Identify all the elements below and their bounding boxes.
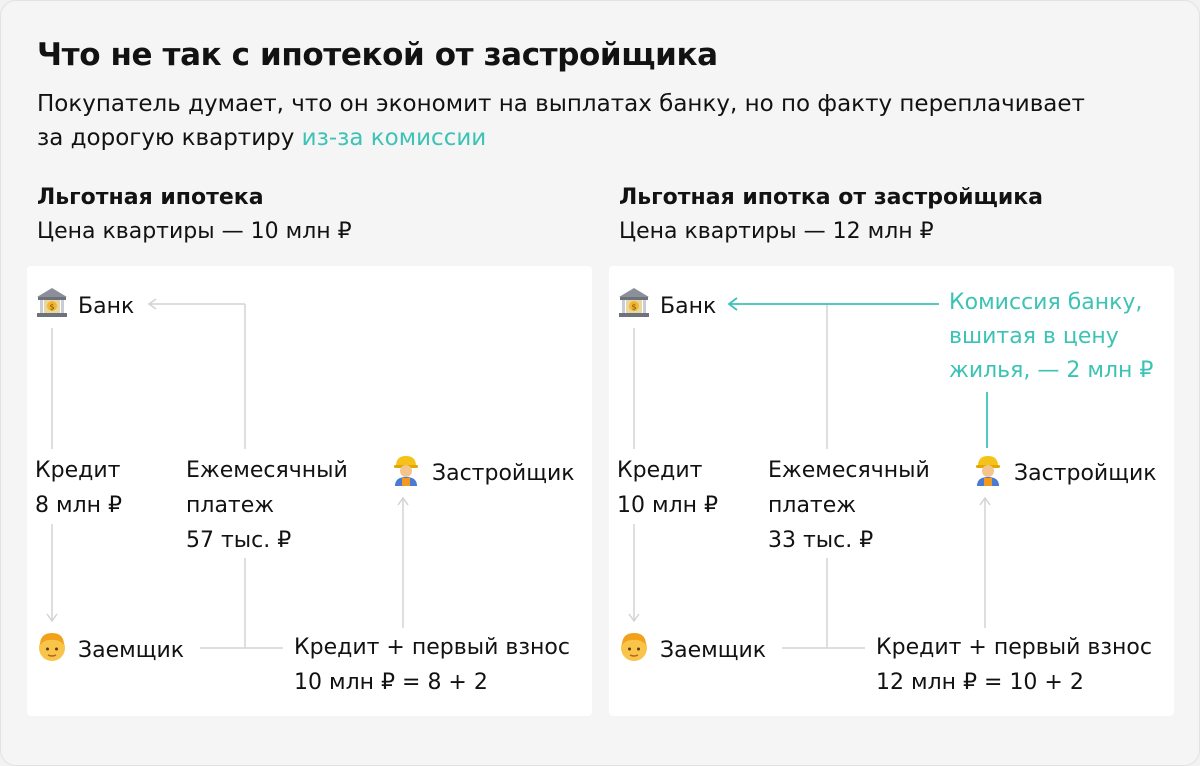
credit-amount: 10 млн ₽ — [617, 493, 719, 518]
borrower-arrowhead — [628, 613, 640, 623]
down-payment-title: Кредит + первый взнос — [294, 635, 570, 660]
credit-amount: 8 млн ₽ — [35, 493, 123, 518]
down-payment-node: Кредит + первый взнос 12 млн ₽ = 10 + 2 — [876, 630, 1152, 700]
left-heading-block: Льготная ипотека Цена квартиры — 10 млн … — [37, 181, 597, 249]
credit-node: Кредит 10 млн ₽ — [617, 453, 718, 523]
down-payment-title: Кредит + первый взнос — [876, 635, 1152, 660]
bank-icon: $ — [35, 286, 69, 320]
developer-label: Застройщик — [1014, 461, 1157, 486]
payment-node: Ежемесячный платеж 57 тыс. ₽ — [186, 453, 348, 558]
svg-text:$: $ — [631, 303, 636, 312]
payment-amount: 57 тыс. ₽ — [186, 528, 292, 553]
down-payment-formula: 10 млн ₽ = 8 + 2 — [294, 670, 488, 695]
bank-icon: $ — [617, 286, 651, 320]
payment-node: Ежемесячный платеж 33 тыс. ₽ — [768, 453, 930, 558]
commission-arrowhead — [727, 297, 738, 311]
left-connectors — [46, 298, 409, 649]
down-payment-node: Кредит + первый взнос 10 млн ₽ = 8 + 2 — [294, 630, 570, 700]
payment-line1: Ежемесячный — [186, 458, 348, 483]
borrower-label: Заемщик — [660, 638, 767, 663]
right-heading: Льготная ипотка от застройщика — [619, 185, 1044, 210]
right-connectors — [628, 297, 991, 649]
credit-title: Кредит — [617, 458, 703, 483]
borrower-node: Заемщик — [617, 630, 766, 668]
developer-node: Застройщик — [971, 453, 1157, 491]
bank-node: $ Банк — [617, 286, 716, 324]
borrower-arrowhead — [46, 613, 58, 623]
developer-arrowhead — [397, 496, 409, 506]
borrower-label: Заемщик — [78, 638, 185, 663]
right-price: Цена квартиры — 12 млн ₽ — [619, 219, 934, 244]
developer-arrowhead — [979, 496, 991, 506]
construction-worker-icon — [389, 453, 423, 487]
bank-label: Банк — [660, 294, 717, 319]
payment-line2: платеж — [186, 493, 275, 518]
commission-note: Комиссия банку, вшитая в цену жилья, — 2… — [949, 286, 1153, 388]
credit-node: Кредит 8 млн ₽ — [35, 453, 122, 523]
subtitle-line1: Покупатель думает, что он экономит на вы… — [37, 91, 1085, 117]
page-subtitle: Покупатель думает, что он экономит на вы… — [37, 87, 1137, 155]
left-diagram: $ Банк Кредит 8 млн ₽ Ежемесячный платеж… — [27, 266, 592, 716]
bank-arrowhead — [147, 298, 157, 310]
page-title: Что не так с ипотекой от застройщика — [37, 37, 718, 73]
subtitle-accent: из-за комиссии — [301, 125, 487, 151]
left-heading: Льготная ипотека — [37, 185, 264, 210]
right-diagram: $ Банк Комиссия банку, вшитая в цену жил… — [609, 266, 1174, 716]
developer-node: Застройщик — [389, 453, 575, 491]
down-payment-formula: 12 млн ₽ = 10 + 2 — [876, 670, 1084, 695]
payment-amount: 33 тыс. ₽ — [768, 528, 874, 553]
svg-text:$: $ — [49, 303, 54, 312]
person-icon — [617, 630, 651, 664]
left-price: Цена квартиры — 10 млн ₽ — [37, 219, 352, 244]
payment-line1: Ежемесячный — [768, 458, 930, 483]
credit-title: Кредит — [35, 458, 121, 483]
construction-worker-icon — [971, 453, 1005, 487]
subtitle-line2-prefix: за дорогую квартиру — [37, 125, 302, 151]
right-heading-block: Льготная ипотка от застройщика Цена квар… — [619, 181, 1179, 249]
commission-line2: вшитая в цену — [949, 324, 1119, 349]
commission-line1: Комиссия банку, — [949, 290, 1143, 315]
commission-line3: жилья, — 2 млн ₽ — [949, 358, 1154, 383]
bank-label: Банк — [78, 294, 135, 319]
person-icon — [35, 630, 69, 664]
bank-node: $ Банк — [35, 286, 134, 324]
payment-line2: платеж — [768, 493, 857, 518]
developer-label: Застройщик — [432, 461, 575, 486]
borrower-node: Заемщик — [35, 630, 184, 668]
